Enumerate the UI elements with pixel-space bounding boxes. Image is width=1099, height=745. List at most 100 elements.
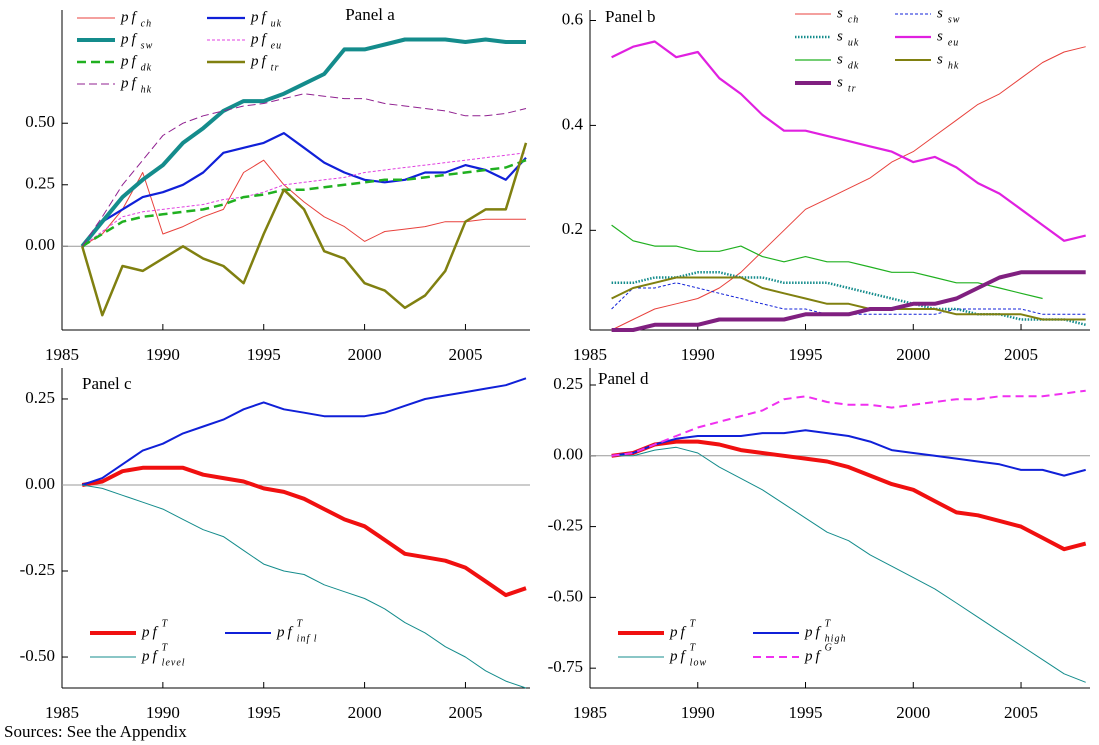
x-tick-label: 1990 [146, 345, 180, 364]
legend-label: pf [669, 624, 688, 640]
x-tick-label: 1985 [573, 345, 607, 364]
y-tick-label: 0.50 [25, 112, 55, 131]
x-tick-label: 1995 [247, 345, 281, 364]
legend-subscript: dk [141, 62, 152, 73]
y-tick-label: 0.25 [553, 374, 583, 393]
legend-label: pf [141, 624, 160, 640]
legend-label: s [937, 5, 946, 21]
series-line [81, 93, 527, 247]
legend-label: pf [120, 31, 139, 47]
x-tick-label: 1985 [45, 703, 79, 722]
x-tick-label: 1995 [789, 703, 823, 722]
series-line [611, 446, 1086, 683]
series-line [81, 152, 527, 247]
series-line [81, 142, 528, 317]
legend-subscript: eu [948, 37, 959, 48]
panel-title: Panel d [598, 369, 649, 388]
series-line [611, 429, 1086, 477]
legend-label: s [937, 28, 946, 44]
legend-label: pf [141, 648, 160, 664]
y-tick-label: -0.25 [548, 515, 583, 534]
legend-label: pf [669, 648, 688, 664]
legend-label: s [837, 5, 846, 21]
y-tick-label: 0.00 [25, 235, 55, 254]
legend-subscript: sw [948, 14, 961, 25]
x-tick-label: 2005 [1004, 345, 1038, 364]
legend-subscript: dk [848, 60, 859, 71]
series-line [611, 439, 1087, 552]
y-tick-label: -0.75 [548, 657, 583, 676]
legend-subscript: hk [948, 60, 959, 71]
legend-superscript: G [825, 642, 832, 653]
x-tick-label: 2000 [896, 703, 930, 722]
series-line [611, 40, 1086, 242]
x-tick-label: 2000 [348, 703, 382, 722]
x-tick-label: 2005 [448, 703, 482, 722]
legend-subscript: tr [848, 83, 857, 94]
y-tick-label: 0.25 [25, 174, 55, 193]
x-tick-label: 1995 [789, 345, 823, 364]
legend-subscript: eu [271, 40, 282, 51]
series-line [81, 159, 527, 248]
series-line [611, 276, 1086, 321]
legend-label: pf [250, 31, 269, 47]
series-line [611, 271, 1086, 327]
legend-subscript: tr [271, 62, 280, 73]
legend-label: s [937, 51, 946, 67]
series-line [81, 377, 527, 486]
legend-subscript: sw [141, 40, 154, 51]
x-tick-label: 1985 [45, 345, 79, 364]
legend-subscript: ch [141, 18, 152, 29]
legend-subscript: hk [141, 84, 152, 95]
legend-subscript: level [162, 657, 186, 668]
series-line [611, 389, 1086, 457]
y-tick-label: 0.00 [553, 445, 583, 464]
panel-title: Panel b [605, 7, 656, 26]
legend-superscript: T [162, 642, 169, 653]
legend-label: pf [804, 624, 823, 640]
y-tick-label: -0.50 [20, 646, 55, 665]
legend-label: pf [804, 648, 823, 664]
x-tick-label: 2005 [1004, 703, 1038, 722]
y-tick-label: 0.4 [562, 114, 584, 133]
panel-title: Panel a [345, 5, 395, 24]
legend-label: pf [120, 9, 139, 25]
legend-label: pf [276, 624, 295, 640]
y-tick-label: 0.25 [25, 388, 55, 407]
legend-subscript: low [690, 657, 707, 668]
legend-superscript: T [297, 618, 304, 629]
legend-label: pf [120, 75, 139, 91]
legend-subscript: ch [848, 14, 859, 25]
series-line [81, 132, 527, 247]
y-tick-label: -0.25 [20, 560, 55, 579]
legend-superscript: T [690, 642, 697, 653]
series-line [611, 224, 1043, 300]
legend-subscript: inf l [297, 633, 318, 644]
legend-subscript: uk [271, 18, 282, 29]
legend-subscript: high [825, 633, 847, 644]
y-tick-label: -0.50 [548, 586, 583, 605]
series-line [611, 270, 1086, 332]
legend-subscript: uk [848, 37, 859, 48]
y-tick-label: 0.6 [562, 9, 583, 28]
series-line [81, 465, 527, 598]
series-line [611, 46, 1086, 331]
x-tick-label: 1985 [573, 703, 607, 722]
x-tick-label: 2000 [896, 345, 930, 364]
x-tick-label: 2000 [348, 345, 382, 364]
legend-superscript: T [690, 618, 697, 629]
panel-title: Panel c [82, 374, 132, 393]
legend-label: pf [250, 53, 269, 69]
legend-label: s [837, 51, 846, 67]
legend-label: s [837, 74, 846, 90]
series-line [81, 159, 526, 247]
x-tick-label: 1995 [247, 703, 281, 722]
source-note: Sources: See the Appendix [4, 722, 187, 741]
legend-label: pf [250, 9, 269, 25]
y-tick-label: 0.00 [25, 474, 55, 493]
x-tick-label: 2005 [448, 345, 482, 364]
x-tick-label: 1990 [681, 703, 715, 722]
x-tick-label: 1990 [146, 703, 180, 722]
